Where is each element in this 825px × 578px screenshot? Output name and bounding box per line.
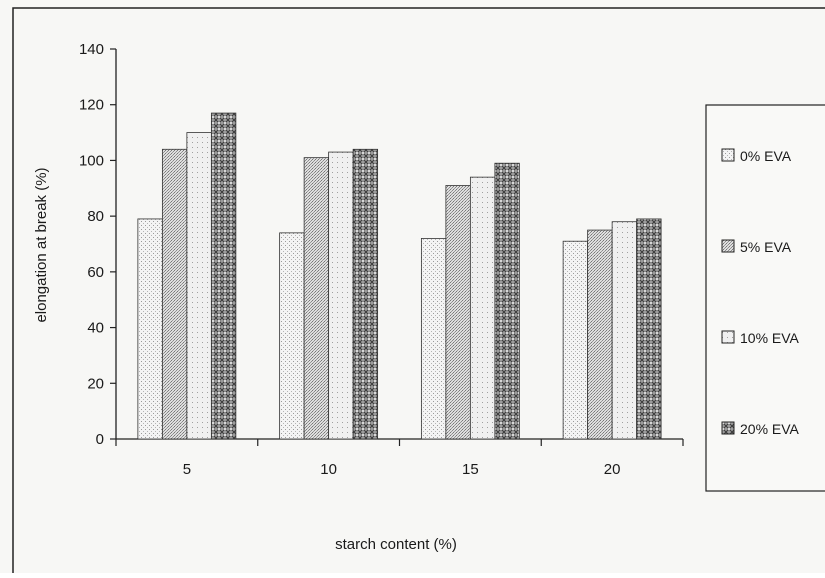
legend-label: 10% EVA [740,330,800,346]
y-tick-label: 140 [79,41,104,58]
legend-swatch [721,330,735,344]
bar-20-eva-5 [210,112,237,440]
bar-10-eva-10 [328,151,354,440]
x-axis-title: starch content (%) [335,536,457,553]
y-tick-label: 20 [87,375,104,392]
y-axis-title: elongation at break (%) [33,167,50,322]
y-tick-label: 120 [79,97,104,114]
bar-20-eva-10 [352,148,379,440]
bar-10-eva-20 [611,221,638,440]
legend-swatch [721,148,735,162]
bar-10-eva-15 [469,176,496,440]
bar-0-eva-15 [420,238,447,440]
bar-5-eva-15 [445,185,471,440]
y-tick-label: 40 [87,320,104,337]
bar-5-eva-10 [303,157,330,440]
x-tick-label: 10 [320,461,337,478]
chart-border [12,7,825,578]
x-tick-label: 15 [462,461,479,478]
plot-area: 0 20 40 60 80 100 120 140 5 10 15 20 [79,41,684,478]
legend: 0% EVA 5% EVA 10% EVA 20% EVA [721,148,800,437]
y-tick-label: 60 [87,264,104,281]
bar-20-eva-15 [494,162,520,440]
legend-label: 0% EVA [740,148,792,164]
legend-swatch [721,239,735,253]
legend-swatch [721,421,735,435]
x-tick-label: 20 [604,461,621,478]
x-tick-label: 5 [183,461,191,478]
y-tick-label: 0 [96,431,104,448]
legend-label: 5% EVA [740,239,792,255]
bar-5-eva-5 [161,148,188,440]
bar-0-eva-10 [279,232,305,440]
legend-label: 20% EVA [740,421,800,437]
bar-0-eva-5 [137,218,163,440]
y-tick-label: 100 [79,152,104,169]
bar-0-eva-20 [562,240,589,440]
y-tick-label: 80 [87,208,104,225]
bar-20-eva-20 [636,218,662,440]
bar-10-eva-5 [186,132,212,440]
bar-5-eva-20 [587,229,613,440]
